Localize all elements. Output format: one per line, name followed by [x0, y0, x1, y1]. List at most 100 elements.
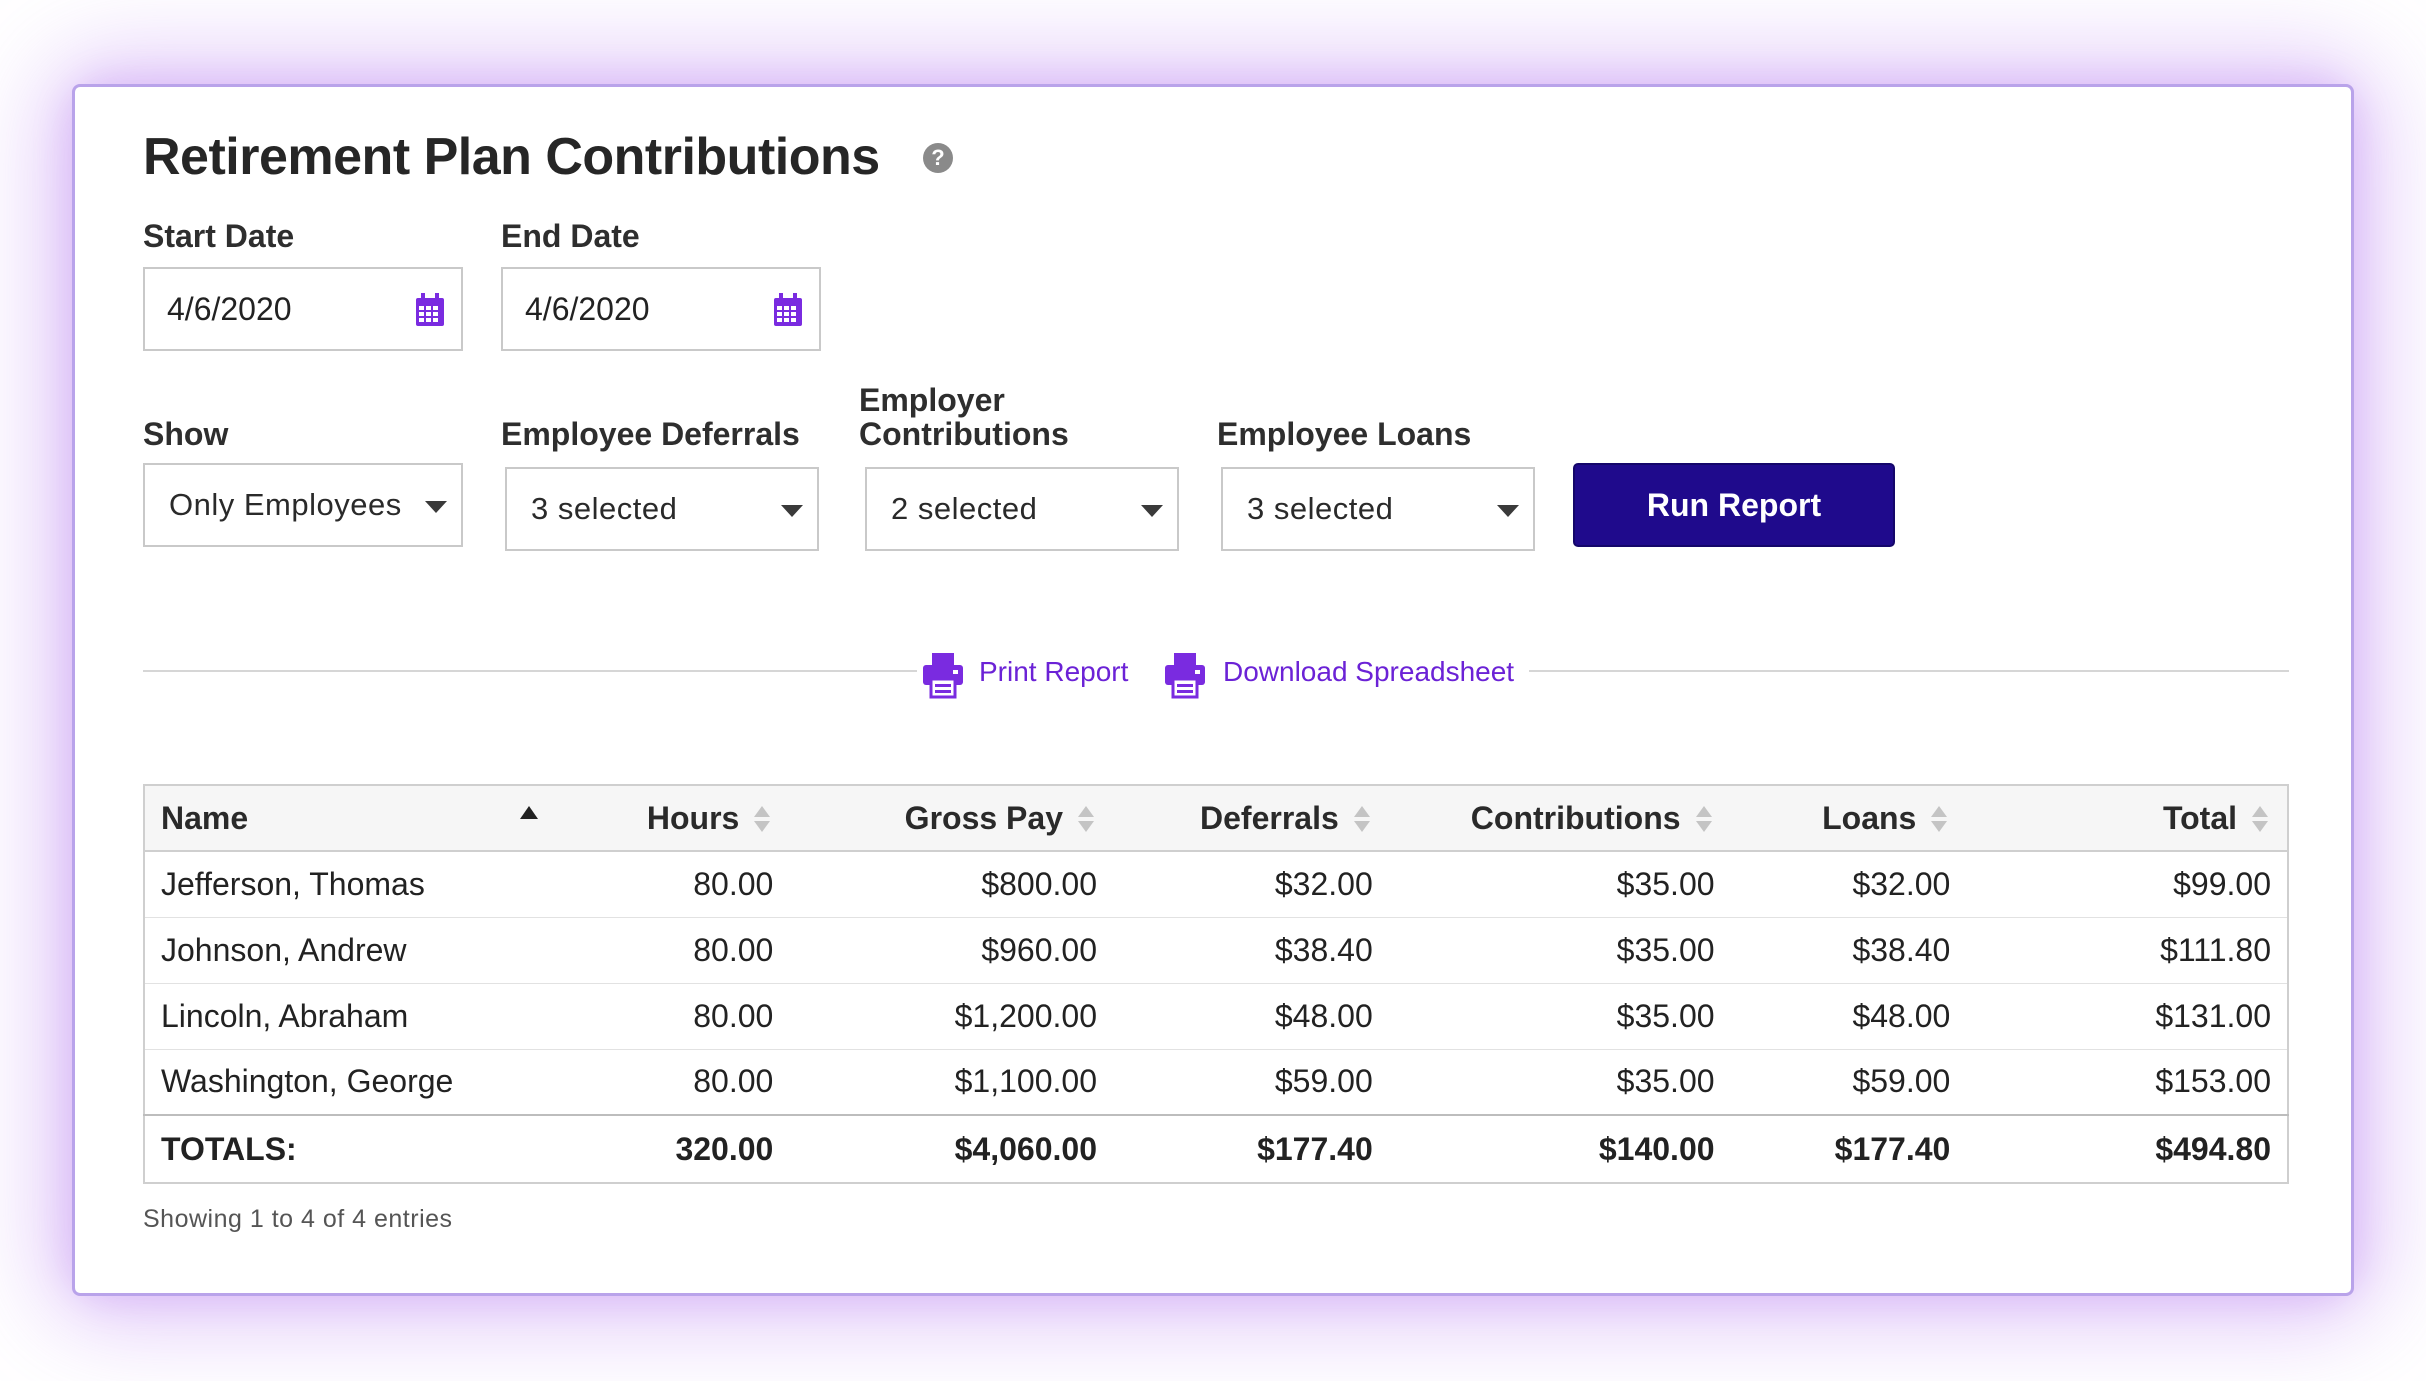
employee-deferrals-value: 3 selected [531, 491, 678, 526]
help-icon[interactable]: ? [923, 143, 953, 173]
employee-deferrals-select[interactable]: 3 selected [505, 467, 819, 551]
employer-contributions-value: 2 selected [891, 491, 1038, 526]
printer-icon [1165, 653, 1205, 699]
employer-contributions-select[interactable]: 2 selected [865, 467, 1179, 551]
column-header-label: Loans [1822, 799, 1917, 836]
start-date-input[interactable]: 4/6/2020 [143, 267, 463, 351]
download-spreadsheet-link[interactable]: Download Spreadsheet [1165, 647, 1545, 699]
employer-contributions-label-line1: Employer [859, 382, 1005, 418]
total-contributions: $140.00 [1388, 1114, 1731, 1183]
cell-name: Lincoln, Abraham [144, 982, 564, 1049]
employee-loans-value: 3 selected [1247, 491, 1394, 526]
cell-gross-pay: $800.00 [789, 850, 1113, 917]
cell-contributions: $35.00 [1388, 1048, 1731, 1115]
cell-hours: 80.00 [563, 850, 790, 917]
cell-loans: $32.00 [1730, 850, 1967, 917]
table-row: Jefferson, Thomas 80.00 $800.00 $32.00 $… [144, 850, 2288, 917]
employee-deferrals-label: Employee Deferrals [501, 416, 800, 452]
employee-loans-select[interactable]: 3 selected [1221, 467, 1535, 551]
employer-contributions-label: Employer Contributions [859, 383, 1069, 451]
sort-icon [1351, 805, 1373, 835]
cell-loans: $48.00 [1730, 982, 1967, 1049]
divider [143, 670, 917, 672]
cell-loans: $59.00 [1730, 1048, 1967, 1115]
cell-total: $111.80 [1966, 916, 2288, 983]
column-header-label: Contributions [1470, 799, 1681, 836]
totals-label: TOTALS: [144, 1114, 564, 1183]
cell-deferrals: $32.00 [1112, 850, 1389, 917]
end-date-input[interactable]: 4/6/2020 [501, 267, 821, 351]
show-label: Show [143, 416, 229, 452]
cell-deferrals: $59.00 [1112, 1048, 1389, 1115]
sort-icon [751, 805, 773, 835]
end-date-label: End Date [501, 218, 640, 254]
cell-gross-pay: $1,200.00 [789, 982, 1113, 1049]
chevron-down-icon [425, 501, 447, 513]
column-header-label: Gross Pay [904, 799, 1063, 836]
show-select[interactable]: Only Employees [143, 463, 463, 547]
report-table: Name Hours Gross Pay Deferrals Contribut… [143, 784, 2289, 1184]
sort-icon [2249, 805, 2271, 835]
table-row: Johnson, Andrew 80.00 $960.00 $38.40 $35… [144, 916, 2288, 983]
chevron-down-icon [781, 505, 803, 517]
cell-deferrals: $48.00 [1112, 982, 1389, 1049]
cell-total: $153.00 [1966, 1048, 2288, 1115]
column-header-label: Deferrals [1200, 799, 1339, 836]
column-header-total[interactable]: Total [1966, 785, 2288, 852]
column-header-contributions[interactable]: Contributions [1388, 785, 1731, 852]
run-report-button[interactable]: Run Report [1573, 463, 1895, 547]
end-date-value: 4/6/2020 [525, 291, 650, 327]
print-report-label: Print Report [979, 656, 1129, 687]
cell-name: Jefferson, Thomas [144, 850, 564, 917]
cell-gross-pay: $960.00 [789, 916, 1113, 983]
print-report-link[interactable]: Print Report [923, 647, 1263, 699]
table-row: Lincoln, Abraham 80.00 $1,200.00 $48.00 … [144, 982, 2288, 1049]
column-header-label: Name [161, 799, 249, 836]
entries-info: Showing 1 to 4 of 4 entries [143, 1205, 453, 1233]
calendar-icon[interactable] [415, 293, 445, 327]
column-header-name[interactable]: Name [144, 785, 564, 852]
cell-contributions: $35.00 [1388, 916, 1731, 983]
cell-name: Washington, George [144, 1048, 564, 1115]
total-total: $494.80 [1966, 1114, 2288, 1183]
start-date-label: Start Date [143, 218, 295, 254]
total-hours: 320.00 [563, 1114, 790, 1183]
cell-hours: 80.00 [563, 916, 790, 983]
show-select-value: Only Employees [169, 487, 402, 522]
column-header-loans[interactable]: Loans [1730, 785, 1967, 852]
cell-loans: $38.40 [1730, 916, 1967, 983]
column-header-gross-pay[interactable]: Gross Pay [789, 785, 1113, 852]
cell-contributions: $35.00 [1388, 982, 1731, 1049]
chevron-down-icon [1497, 505, 1519, 517]
employer-contributions-label-line2: Contributions [859, 416, 1069, 452]
sort-ascending-icon [519, 806, 538, 819]
sort-icon [1928, 805, 1950, 835]
totals-row: TOTALS: 320.00 $4,060.00 $177.40 $140.00… [144, 1114, 2288, 1183]
calendar-icon[interactable] [773, 293, 803, 327]
page-title: Retirement Plan Contributions [143, 128, 880, 186]
sort-icon [1693, 805, 1715, 835]
cell-hours: 80.00 [563, 982, 790, 1049]
total-gross-pay: $4,060.00 [789, 1114, 1113, 1183]
total-deferrals: $177.40 [1112, 1114, 1389, 1183]
cell-gross-pay: $1,100.00 [789, 1048, 1113, 1115]
total-loans: $177.40 [1730, 1114, 1967, 1183]
sort-icon [1075, 805, 1097, 835]
download-spreadsheet-label: Download Spreadsheet [1223, 656, 1515, 687]
cell-hours: 80.00 [563, 1048, 790, 1115]
column-header-deferrals[interactable]: Deferrals [1112, 785, 1389, 852]
table-header-row: Name Hours Gross Pay Deferrals Contribut… [144, 785, 2288, 852]
cell-total: $131.00 [1966, 982, 2288, 1049]
cell-deferrals: $38.40 [1112, 916, 1389, 983]
chevron-down-icon [1141, 505, 1163, 517]
table-row: Washington, George 80.00 $1,100.00 $59.0… [144, 1048, 2288, 1115]
cell-contributions: $35.00 [1388, 850, 1731, 917]
divider [1529, 670, 2289, 672]
cell-total: $99.00 [1966, 850, 2288, 917]
column-header-hours[interactable]: Hours [563, 785, 790, 852]
printer-icon [923, 653, 963, 699]
column-header-label: Hours [646, 799, 740, 836]
cell-name: Johnson, Andrew [144, 916, 564, 983]
start-date-value: 4/6/2020 [167, 291, 292, 327]
report-card: Retirement Plan Contributions ? Start Da… [72, 84, 2354, 1296]
